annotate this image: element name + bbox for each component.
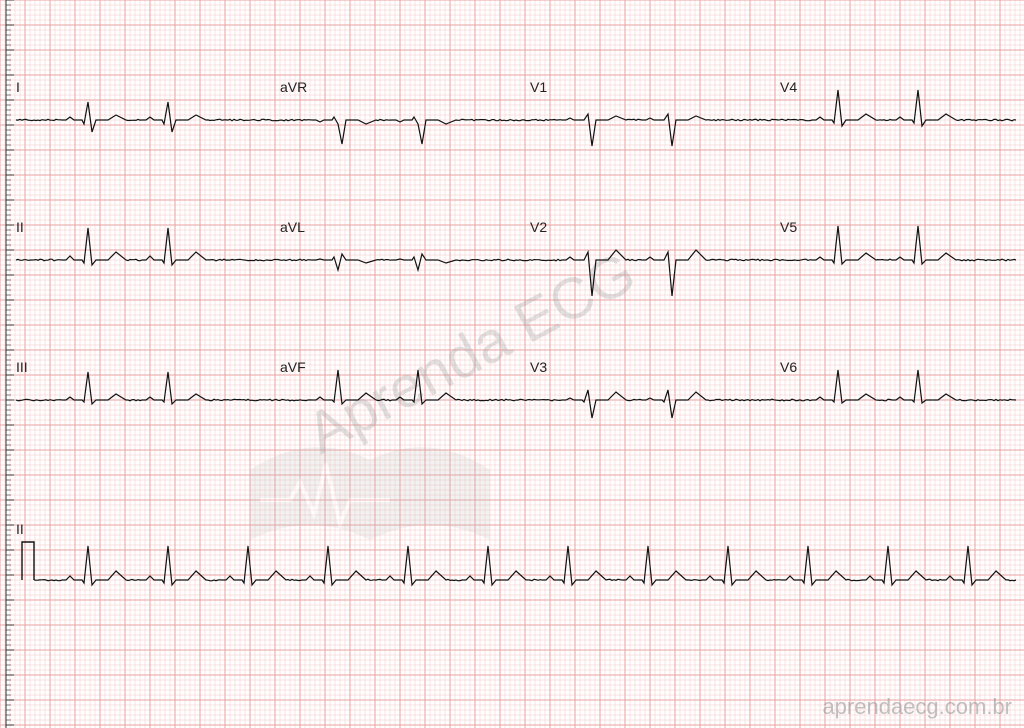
lead-label-III: III (16, 359, 28, 375)
lead-label-V4: V4 (780, 79, 797, 95)
lead-label-I: I (16, 79, 20, 95)
lead-label-aVR: aVR (280, 79, 307, 95)
watermark-icon (250, 447, 490, 540)
lead-label-V3: V3 (530, 359, 547, 375)
lead-label-rhythm: II (16, 521, 24, 537)
watermark-url: aprendaecg.com.br (822, 694, 1012, 719)
lead-label-II: II (16, 219, 24, 235)
lead-label-V5: V5 (780, 219, 797, 235)
lead-label-V1: V1 (530, 79, 547, 95)
lead-label-aVF: aVF (280, 359, 306, 375)
lead-label-aVL: aVL (280, 219, 305, 235)
ecg-svg-canvas: Aprenda ECGIaVRV1V4IIaVLV2V5IIIaVFV3V6II… (0, 0, 1024, 728)
lead-label-V6: V6 (780, 359, 797, 375)
ecg-chart: Aprenda ECGIaVRV1V4IIaVLV2V5IIIaVFV3V6II… (0, 0, 1024, 728)
lead-label-V2: V2 (530, 219, 547, 235)
